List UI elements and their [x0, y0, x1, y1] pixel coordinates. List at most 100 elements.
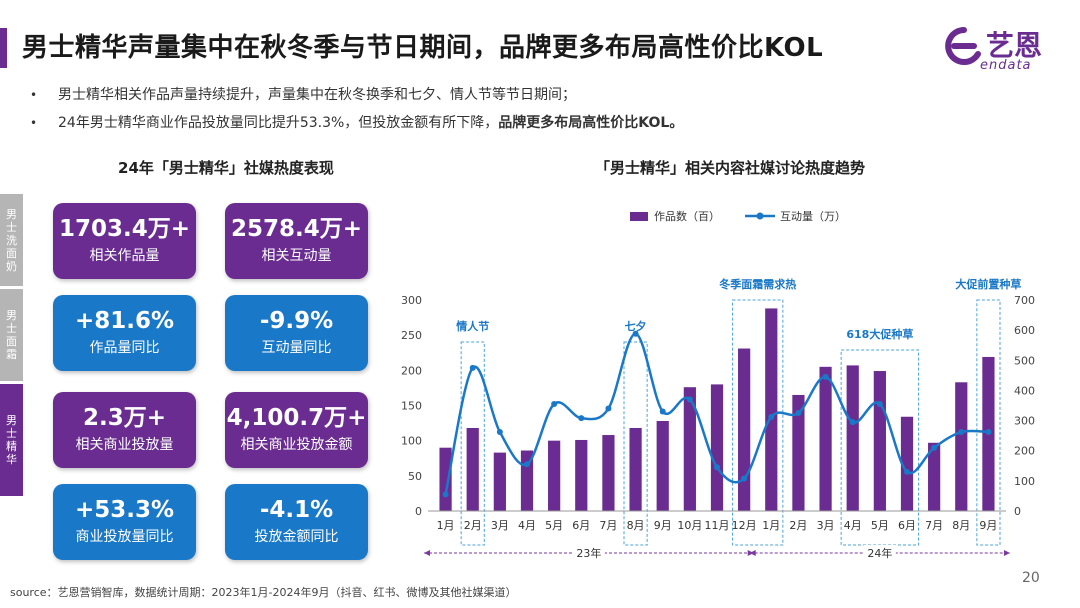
legend-bar-label: 作品数（百） [654, 210, 720, 223]
year-label: 24年 [867, 546, 892, 560]
bar [710, 384, 724, 511]
tab-mens-cleanser[interactable]: 男士洗面奶 [0, 194, 23, 286]
line-point [659, 408, 666, 415]
tab-label: 男士精华 [6, 414, 17, 466]
x-axis-tick: 6月 [898, 519, 916, 532]
line-point [469, 364, 476, 371]
line-point [605, 405, 612, 412]
year-label-bg [863, 545, 896, 561]
left-axis-tick: 50 [408, 470, 422, 483]
stat-label: 相关商业投放金额 [240, 437, 353, 453]
bullet-dot: • [30, 88, 38, 102]
tab-mens-cream[interactable]: 男士面霜 [0, 289, 23, 381]
tab-label: 男士面霜 [6, 309, 17, 361]
year-arrow-left [749, 550, 756, 556]
stat-label: 相关商业投放量 [75, 437, 174, 453]
year-label: 23年 [576, 546, 601, 560]
logo-icon [945, 27, 981, 65]
bar [466, 428, 479, 511]
endata-logo: 艺恩 endata [944, 22, 1064, 78]
line-point [795, 410, 802, 417]
trend-chart: 0 50 100 150 200 250 300 0 100 200 300 400 500 600 700… [401, 210, 1035, 561]
summary-bullets: • 男士精华相关作品声量持续提升，声量集中在秋冬换季和七夕、情人节等节日期间； … [30, 86, 683, 142]
stat-value: 4,100.7万+ [226, 405, 367, 431]
bar [493, 452, 506, 511]
x-axis-tick: 2月 [464, 519, 482, 532]
annotation-box [732, 299, 784, 546]
left-axis-tick: 250 [401, 329, 422, 342]
stat-label: 作品量同比 [89, 340, 160, 356]
title-accent-bar [0, 28, 7, 68]
logo-cn-text: 艺恩 [986, 29, 1043, 62]
left-panel-title: 24年「男士精华」社媒热度表现 [118, 159, 334, 177]
stat-value: 2.3万+ [82, 405, 166, 431]
year-label-bg [572, 545, 605, 561]
bar [765, 308, 778, 511]
line-point [686, 396, 693, 403]
stat-card-ad-volume-yoy: +53.3% 商业投放量同比 [53, 484, 196, 560]
stat-value: 2578.4万+ [230, 216, 363, 242]
stat-value: +53.3% [74, 497, 175, 523]
tab-mens-serum[interactable]: 男士精华 [0, 384, 23, 496]
x-axis-tick: 11月 [705, 519, 730, 532]
line-point [904, 468, 910, 475]
annotation-label: 七夕 [625, 319, 647, 333]
bar [439, 447, 452, 511]
line-point [714, 464, 720, 471]
left-axis-tick: 0 [415, 505, 422, 518]
x-axis-tick: 7月 [599, 519, 617, 532]
stat-value: -4.1% [259, 497, 334, 523]
bullet-item: • 男士精华相关作品声量持续提升，声量集中在秋冬换季和七夕、情人节等节日期间； [30, 86, 683, 114]
x-axis-tick: 4月 [518, 519, 536, 532]
stat-card-interactions: 2578.4万+ 相关互动量 [225, 203, 368, 279]
right-axis-tick: 600 [1014, 324, 1035, 337]
x-axis-tick: 5月 [545, 519, 563, 532]
bar [900, 416, 914, 511]
line-point [632, 330, 639, 337]
stat-value: -9.9% [259, 308, 334, 334]
stat-label: 相关互动量 [261, 248, 332, 264]
x-axis-tick: 5月 [871, 519, 889, 532]
right-axis-tick: 500 [1014, 354, 1035, 367]
right-axis-tick: 400 [1014, 384, 1035, 397]
stat-value: +81.6% [74, 308, 175, 334]
annotation-label: 618大促种草 [846, 327, 913, 341]
right-axis-tick: 200 [1014, 445, 1035, 458]
x-axis-tick: 3月 [491, 519, 509, 532]
right-axis-tick: 300 [1014, 415, 1035, 428]
annotation-box [460, 341, 485, 546]
bullet-text: 24年男士精华商业作品投放量同比提升53.3%，但投放金额有所下降， [58, 115, 499, 131]
bar [575, 439, 588, 511]
right-axis-tick: 0 [1014, 505, 1021, 518]
line-point [768, 413, 775, 420]
bar [792, 394, 805, 511]
x-axis-tick: 9月 [654, 519, 672, 532]
x-axis-tick: 8月 [627, 519, 645, 532]
x-axis-tick: 4月 [844, 519, 862, 532]
annotation-label: 冬季面霜需求热 [719, 277, 796, 291]
annotation-label: 大促前置种草 [955, 277, 1021, 291]
line-point [741, 475, 748, 482]
annotation-box [976, 299, 1001, 546]
stat-card-works-yoy: +81.6% 作品量同比 [53, 295, 196, 371]
tab-label: 男士洗面奶 [6, 207, 17, 273]
bullet-bold-text: 品牌更多布局高性价比KOL。 [498, 115, 684, 131]
line-point [958, 429, 965, 436]
page-title: 男士精华声量集中在秋冬季与节日期间，品牌更多布局高性价比KOL [22, 33, 824, 63]
stat-label: 互动量同比 [261, 340, 332, 356]
x-axis-tick: 6月 [572, 519, 590, 532]
annotation-box [623, 341, 648, 546]
bar [846, 365, 859, 511]
x-axis-tick: 2月 [789, 519, 807, 532]
bullet-dot: • [30, 116, 38, 130]
stat-value: 1703.4万+ [58, 216, 191, 242]
stat-card-ad-amount-yoy: -4.1% 投放金额同比 [225, 484, 368, 560]
bar [819, 366, 832, 511]
x-axis-tick: 3月 [817, 519, 835, 532]
x-axis-tick: 9月 [979, 519, 997, 532]
line-point [442, 491, 449, 498]
x-axis-tick: 8月 [952, 519, 970, 532]
x-axis-tick: 1月 [762, 519, 780, 532]
legend-bar-swatch [630, 212, 648, 221]
bar [548, 440, 561, 511]
